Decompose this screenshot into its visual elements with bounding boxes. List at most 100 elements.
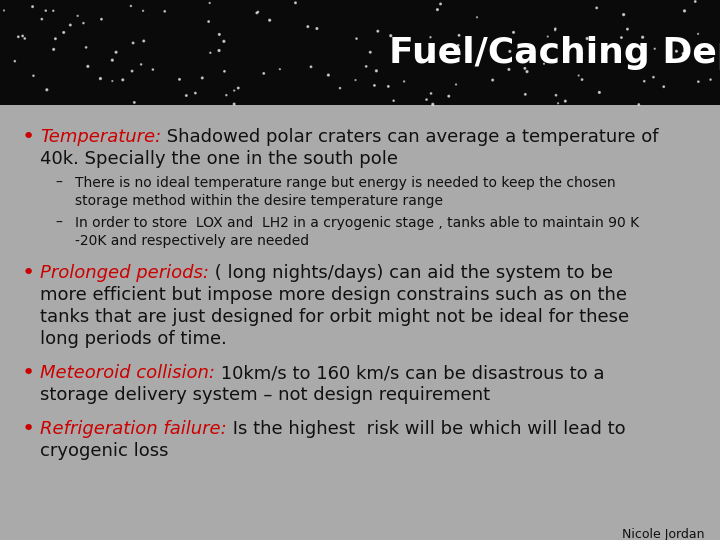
Point	[181, 91, 192, 100]
Point	[503, 65, 515, 74]
Point	[552, 99, 564, 107]
Point	[576, 75, 588, 84]
Point	[220, 91, 232, 99]
Point	[27, 71, 39, 80]
Text: 40k. Specially the one in the south pole: 40k. Specially the one in the south pole	[40, 150, 398, 168]
Point	[27, 2, 38, 11]
Point	[78, 19, 89, 28]
Point	[311, 24, 323, 33]
Point	[425, 33, 436, 42]
Point	[559, 97, 571, 105]
Point	[361, 62, 372, 71]
Point	[398, 77, 410, 86]
Point	[371, 66, 382, 75]
Point	[520, 90, 531, 99]
Point	[658, 83, 670, 91]
Point	[487, 76, 498, 84]
Point	[72, 11, 84, 20]
Text: –: –	[55, 176, 62, 190]
Point	[364, 48, 376, 57]
Text: cryogenic loss: cryogenic loss	[40, 442, 168, 460]
Point	[678, 49, 689, 58]
Text: •: •	[22, 263, 35, 283]
Point	[107, 56, 118, 64]
Point	[648, 73, 660, 82]
Text: •: •	[22, 127, 35, 147]
Text: There is no ideal temperature range but energy is needed to keep the chosen: There is no ideal temperature range but …	[75, 176, 616, 190]
Point	[117, 76, 129, 84]
Point	[197, 73, 208, 82]
Text: ( long nights/days) can aid the system to be: ( long nights/days) can aid the system t…	[209, 264, 613, 282]
Text: tanks that are just designed for orbit might not be ideal for these: tanks that are just designed for orbit m…	[40, 308, 629, 326]
Point	[350, 76, 361, 84]
Point	[576, 49, 588, 58]
Point	[351, 34, 362, 43]
Point	[372, 27, 384, 36]
Point	[693, 30, 704, 38]
Point	[549, 24, 561, 33]
Point	[693, 77, 704, 86]
Point	[110, 48, 122, 57]
Point	[218, 37, 230, 46]
Text: long periods of time.: long periods of time.	[40, 330, 227, 348]
Point	[203, 17, 215, 26]
Point	[549, 26, 561, 35]
Text: storage delivery system – not design requirement: storage delivery system – not design req…	[40, 386, 490, 404]
Point	[550, 91, 562, 99]
Point	[36, 15, 48, 23]
Point	[135, 60, 147, 69]
Point	[621, 25, 633, 33]
Point	[65, 21, 76, 29]
Text: more efficient but impose more design constrains such as on the: more efficient but impose more design co…	[40, 286, 627, 304]
Point	[581, 34, 593, 43]
Point	[204, 0, 215, 7]
Point	[452, 41, 464, 50]
Point	[50, 35, 61, 43]
Point	[664, 40, 675, 49]
Point	[450, 80, 462, 89]
Text: In order to store  LOX and  LH2 in a cryogenic stage , tanks able to maintain 90: In order to store LOX and LH2 in a cryog…	[75, 216, 639, 230]
Point	[504, 47, 516, 56]
Point	[9, 57, 21, 65]
Point	[690, 0, 701, 6]
Point	[138, 37, 150, 45]
Point	[48, 6, 59, 15]
Point	[591, 4, 603, 12]
Point	[214, 30, 225, 39]
Point	[426, 89, 437, 98]
Point	[420, 95, 432, 104]
Point	[189, 89, 201, 97]
Point	[96, 15, 107, 24]
Point	[649, 44, 660, 53]
Point	[369, 81, 380, 90]
Point	[670, 47, 682, 56]
Point	[454, 31, 465, 39]
Text: Fuel/Caching Depot Constraints: Fuel/Caching Depot Constraints	[389, 36, 720, 70]
Text: Refrigeration failure:: Refrigeration failure:	[40, 420, 227, 438]
Point	[159, 7, 171, 16]
Text: Nicole Jordan: Nicole Jordan	[623, 528, 705, 540]
Point	[107, 77, 118, 85]
Point	[432, 5, 444, 14]
Text: storage method within the desire temperature range: storage method within the desire tempera…	[75, 194, 443, 208]
Point	[521, 68, 533, 76]
Point	[388, 97, 400, 105]
Point	[129, 98, 140, 107]
Point	[125, 2, 137, 10]
Point	[539, 59, 550, 68]
Text: 10km/s to 160 km/s can be disastrous to a: 10km/s to 160 km/s can be disastrous to …	[215, 364, 605, 382]
Point	[618, 10, 629, 19]
Point	[302, 22, 314, 31]
Point	[127, 39, 139, 48]
Text: Temperature:: Temperature:	[40, 128, 161, 146]
Point	[639, 77, 650, 85]
Point	[573, 71, 585, 80]
Point	[40, 6, 52, 15]
Point	[542, 32, 554, 41]
Point	[138, 6, 149, 15]
Point	[385, 31, 397, 40]
Point	[435, 0, 446, 8]
Point	[219, 67, 230, 76]
Point	[679, 6, 690, 15]
Point	[519, 64, 531, 73]
